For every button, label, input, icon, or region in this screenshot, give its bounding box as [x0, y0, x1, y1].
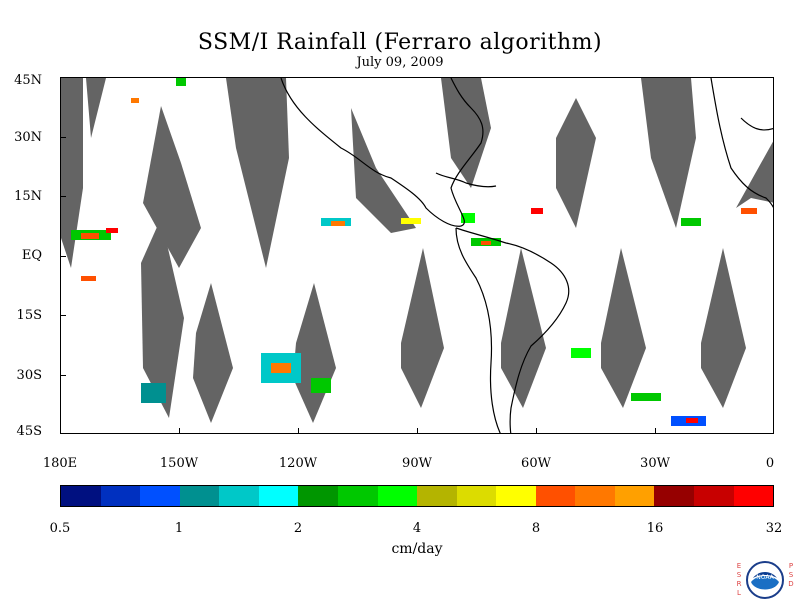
colorbar-swatch	[535, 486, 576, 506]
colorbar-swatch	[61, 486, 101, 506]
colorbar-swatch	[417, 486, 457, 506]
swath-gap	[351, 108, 416, 233]
coastline-atlantic-islands	[740, 117, 773, 131]
map-title: SSM/I Rainfall (Ferraro algorithm)	[197, 30, 603, 55]
colorbar-tick-label: 0.5	[49, 521, 71, 536]
colorbar-swatch	[258, 486, 299, 506]
swath-gap	[701, 248, 746, 408]
tick	[179, 428, 180, 434]
tick	[60, 315, 66, 316]
colorbar-swatch	[456, 486, 497, 506]
colorbar-tick-label: 16	[646, 521, 664, 536]
swath-gap	[141, 218, 184, 418]
coastline-caribbean	[435, 172, 497, 188]
lon-label-0: 0	[765, 456, 775, 471]
lat-label-45s: 45S	[16, 424, 42, 439]
lat-label-eq: EQ	[21, 248, 42, 263]
colorbar-swatch	[337, 486, 378, 506]
tick	[60, 256, 66, 257]
colorbar-swatch	[496, 486, 536, 506]
coastline-south-america-west	[455, 227, 501, 433]
lon-label-150w: 150W	[159, 456, 199, 471]
swath-gap	[501, 248, 546, 408]
swath-gap	[736, 141, 773, 208]
tick	[60, 196, 66, 197]
lat-label-15n: 15N	[14, 189, 42, 204]
rain-pixels	[71, 78, 757, 426]
rainfall-map	[60, 77, 774, 434]
lat-label-30n: 30N	[14, 130, 42, 145]
colorbar-tick-label: 2	[293, 521, 303, 536]
colorbar-tick-label: 32	[765, 521, 783, 536]
colorbar	[60, 485, 774, 507]
rainfall-map-svg	[61, 78, 773, 433]
colorbar-swatch	[575, 486, 615, 506]
map-date: July 09, 2009	[356, 55, 444, 70]
lon-label-60w: 60W	[521, 456, 551, 471]
tick	[536, 428, 537, 434]
lon-label-30w: 30W	[640, 456, 670, 471]
swath-gap	[61, 78, 83, 268]
swath-gaps	[61, 78, 773, 423]
tick	[60, 137, 66, 138]
coastlines	[280, 78, 773, 433]
swath-gap	[601, 248, 646, 408]
swath-gap	[641, 78, 696, 228]
swath-gap	[193, 283, 233, 423]
colorbar-swatch	[140, 486, 180, 506]
lat-label-45n: 45N	[14, 73, 42, 88]
colorbar-swatch	[100, 486, 141, 506]
tick	[298, 428, 299, 434]
colorbar-swatch	[654, 486, 694, 506]
colorbar-swatch	[733, 486, 774, 506]
swath-gap	[226, 78, 289, 268]
colorbar-swatch	[219, 486, 259, 506]
coastline-north-america	[280, 78, 484, 227]
colorbar-units: cm/day	[391, 541, 443, 557]
lat-label-30s: 30S	[16, 368, 42, 383]
lon-label-90w: 90W	[402, 456, 432, 471]
swath-gap	[143, 106, 201, 268]
noaa-logo-icon: NOAA	[746, 561, 784, 599]
colorbar-tick-label: 8	[531, 521, 541, 536]
tick	[60, 375, 66, 376]
tick	[417, 428, 418, 434]
swath-gap	[556, 98, 596, 228]
coastline-south-america	[455, 227, 570, 433]
colorbar-tick-label: 1	[174, 521, 184, 536]
lon-label-120w: 120W	[278, 456, 318, 471]
colorbar-tick-label: 4	[412, 521, 422, 536]
svg-text:NOAA: NOAA	[756, 574, 774, 581]
swath-gap	[86, 78, 106, 138]
lon-label-180e: 180E	[42, 456, 78, 471]
colorbar-swatch	[614, 486, 655, 506]
colorbar-swatch	[377, 486, 418, 506]
tick	[655, 428, 656, 434]
coastline-west-africa	[710, 78, 773, 208]
colorbar-swatch	[298, 486, 338, 506]
colorbar-swatch	[694, 486, 734, 506]
swath-gap	[441, 78, 491, 188]
colorbar-swatch	[179, 486, 220, 506]
swath-gap	[401, 248, 444, 408]
lat-label-15s: 15S	[16, 308, 42, 323]
